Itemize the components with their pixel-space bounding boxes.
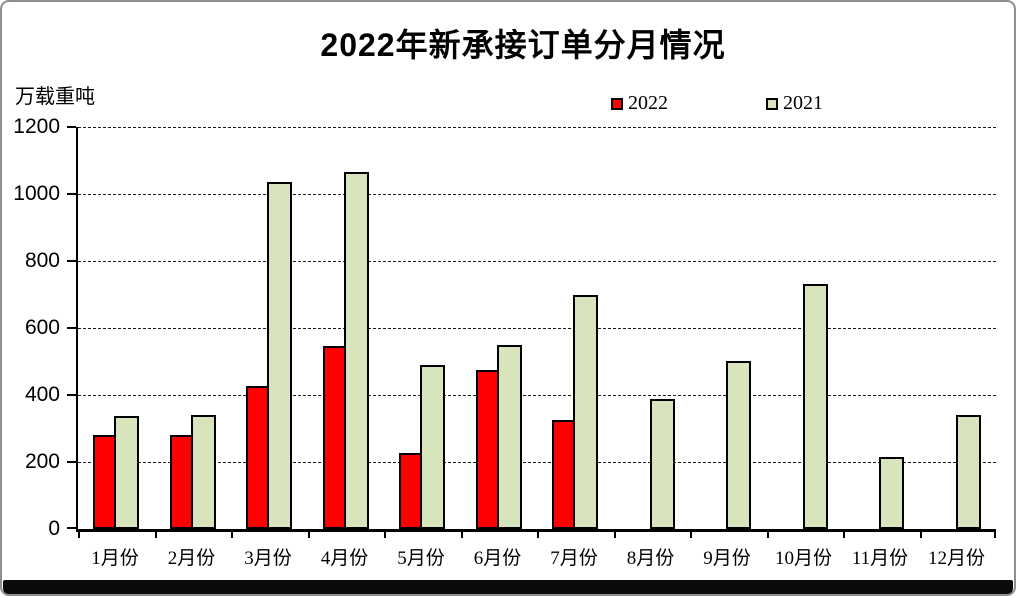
bar-2021-7月份 <box>573 295 599 529</box>
bar-2021-1月份 <box>114 416 140 529</box>
bottom-black-bar <box>3 580 1013 594</box>
bar-2022-2月份 <box>169 435 193 529</box>
bar-2022-5月份 <box>399 453 423 529</box>
x-label-7月份: 7月份 <box>550 548 598 569</box>
y-tick-600 <box>67 327 76 329</box>
x-tick-0 <box>78 532 80 538</box>
y-tick-label-400: 400 <box>24 383 60 406</box>
x-tick-10 <box>843 532 845 538</box>
x-label-9月份: 9月份 <box>703 548 751 569</box>
y-tick-label-0: 0 <box>48 517 60 540</box>
x-label-12月份: 12月份 <box>927 548 985 569</box>
bar-2021-8月份 <box>649 399 675 529</box>
x-tick-9 <box>766 532 769 538</box>
y-tick-200 <box>67 461 76 463</box>
x-tick-7 <box>613 532 616 538</box>
legend-item-2022: 2022 <box>611 92 668 115</box>
x-label-8月份: 8月份 <box>626 548 675 569</box>
bar-2021-9月份 <box>726 361 752 529</box>
y-tick-label-1200: 1200 <box>13 115 60 138</box>
y-tick-400 <box>67 394 76 396</box>
x-label-3月份: 3月份 <box>244 548 292 569</box>
legend-swatch-2021-icon <box>766 97 778 110</box>
x-label-10月份: 10月份 <box>774 548 832 569</box>
legend-item-2021: 2021 <box>766 92 823 115</box>
y-tick-1000 <box>67 193 76 195</box>
x-label-6月份: 6月份 <box>473 548 522 569</box>
x-tick-5 <box>460 532 463 538</box>
gridline-200 <box>78 462 996 463</box>
bar-2021-11月份 <box>879 457 905 529</box>
x-tick-12 <box>994 532 996 538</box>
x-label-11月份: 11月份 <box>851 548 909 569</box>
x-tick-6 <box>537 532 539 538</box>
x-tick-2 <box>231 532 233 538</box>
y-tick-label-800: 800 <box>24 249 60 272</box>
x-label-5月份: 5月份 <box>397 548 445 569</box>
y-tick-label-600: 600 <box>24 316 60 339</box>
y-tick-0 <box>67 527 76 529</box>
bar-2022-7月份 <box>552 420 576 529</box>
legend-label-2021: 2021 <box>783 92 823 114</box>
y-tick-label-1000: 1000 <box>13 182 60 205</box>
x-label-4月份: 4月份 <box>320 548 369 569</box>
bar-2022-3月份 <box>246 386 270 529</box>
bar-2021-3月份 <box>267 182 293 529</box>
y-tick-1200 <box>67 126 76 128</box>
gridline-800 <box>78 261 996 262</box>
bar-2021-2月份 <box>190 415 216 529</box>
bar-2021-6月份 <box>496 345 522 529</box>
x-tick-4 <box>384 532 386 538</box>
x-tick-1 <box>154 532 157 538</box>
x-label-2月份: 2月份 <box>167 548 216 569</box>
y-tick-800 <box>67 260 76 262</box>
x-tick-3 <box>307 532 310 538</box>
bar-2021-4月份 <box>343 172 369 529</box>
x-tick-8 <box>690 532 692 538</box>
bar-2022-4月份 <box>322 346 346 529</box>
bar-2021-5月份 <box>420 365 446 529</box>
y-tick-label-200: 200 <box>24 450 60 473</box>
plot-area <box>67 126 996 538</box>
bar-2022-1月份 <box>93 435 117 529</box>
chart-title: 2022年新承接订单分月情况 <box>320 27 726 63</box>
legend-label-2022: 2022 <box>628 92 668 114</box>
bar-2021-12月份 <box>955 415 981 529</box>
bar-2021-10月份 <box>802 284 828 529</box>
gridline-400 <box>78 395 996 396</box>
gridline-1200 <box>78 127 996 128</box>
gridline-1000 <box>78 194 996 195</box>
legend-swatch-2022-icon <box>611 97 623 110</box>
x-tick-11 <box>919 532 922 538</box>
x-label-1月份: 1月份 <box>91 548 139 569</box>
y-axis-unit-label: 万载重吨 <box>15 86 95 108</box>
bar-2022-6月份 <box>475 370 499 529</box>
gridline-600 <box>78 328 996 329</box>
